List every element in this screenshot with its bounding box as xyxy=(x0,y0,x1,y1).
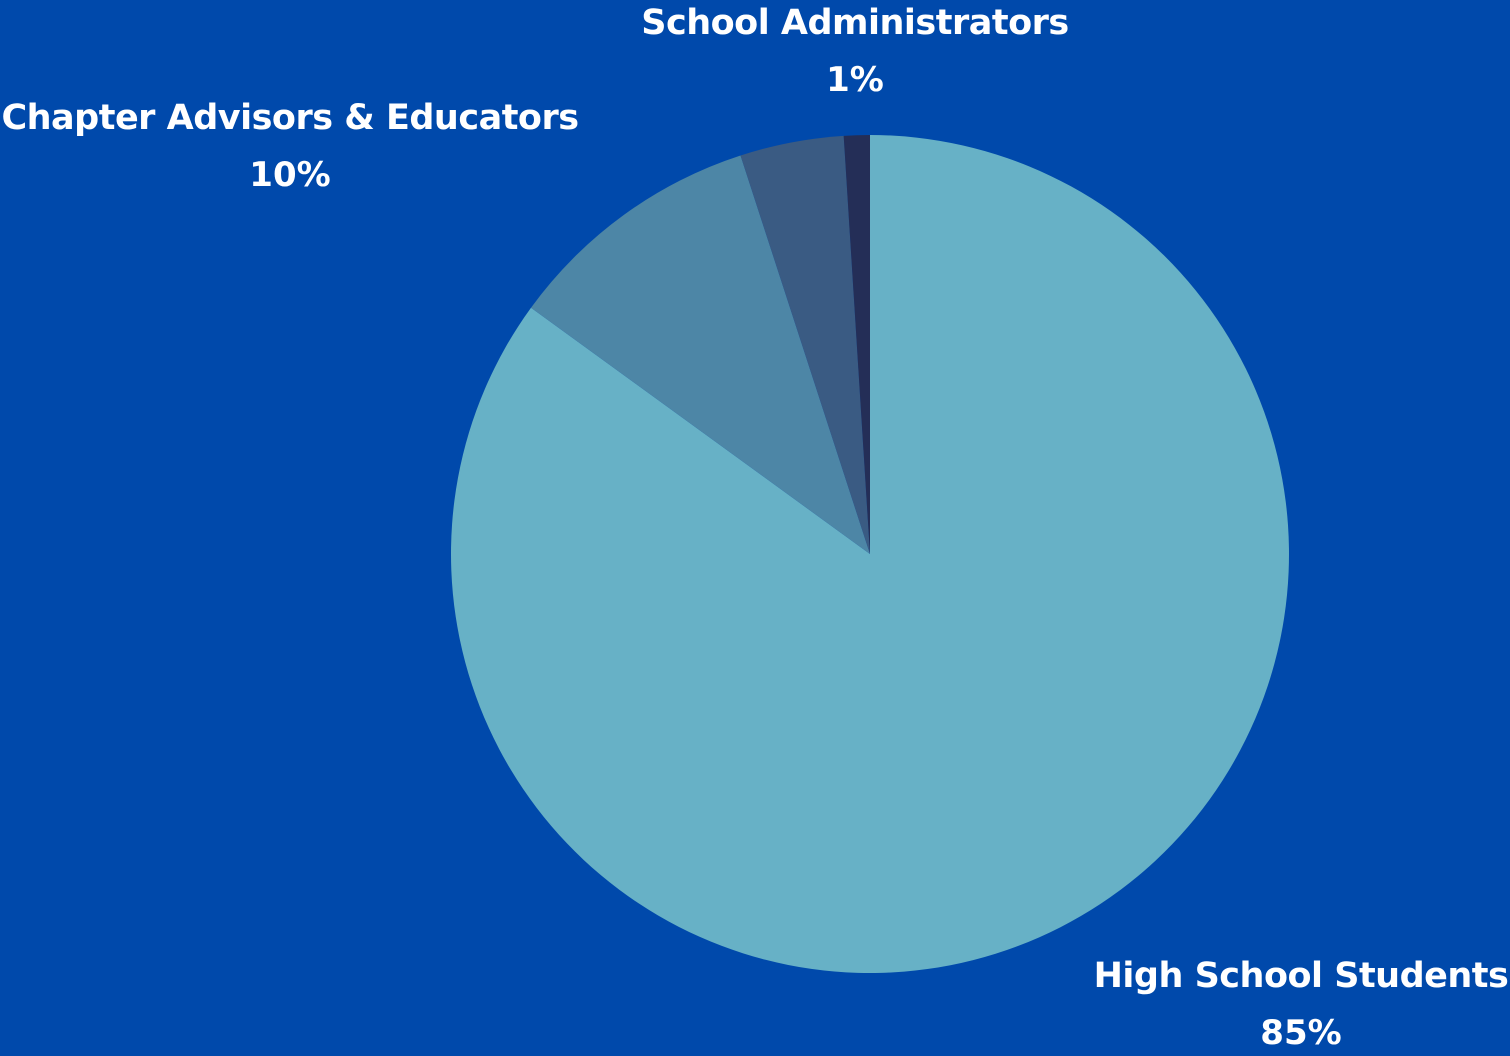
pie-slices xyxy=(450,135,1289,974)
slice-label-value: 10% xyxy=(249,155,331,195)
slice-label-value: 1% xyxy=(826,60,884,100)
pie-slice-chapter-advisors-educators xyxy=(531,155,870,554)
pie-slice-school-administrators xyxy=(843,135,870,554)
slice-label-name: Chapter Advisors & Educators xyxy=(1,98,579,138)
slice-label-name: High School Students xyxy=(1093,956,1509,996)
slice-label-high-school-students: High School Students 85% xyxy=(1092,956,1510,1053)
slice-label-chapter-advisors: Chapter Advisors & Educators 10% xyxy=(0,98,580,195)
pie-slice-unlabeled-2 xyxy=(740,135,870,554)
slice-label-name: School Administrators xyxy=(641,3,1069,43)
slice-label-value: 85% xyxy=(1260,1013,1342,1053)
pie-slice-high-school-students xyxy=(450,135,1289,974)
slice-label-school-administrators: School Administrators 1% xyxy=(600,3,1110,100)
